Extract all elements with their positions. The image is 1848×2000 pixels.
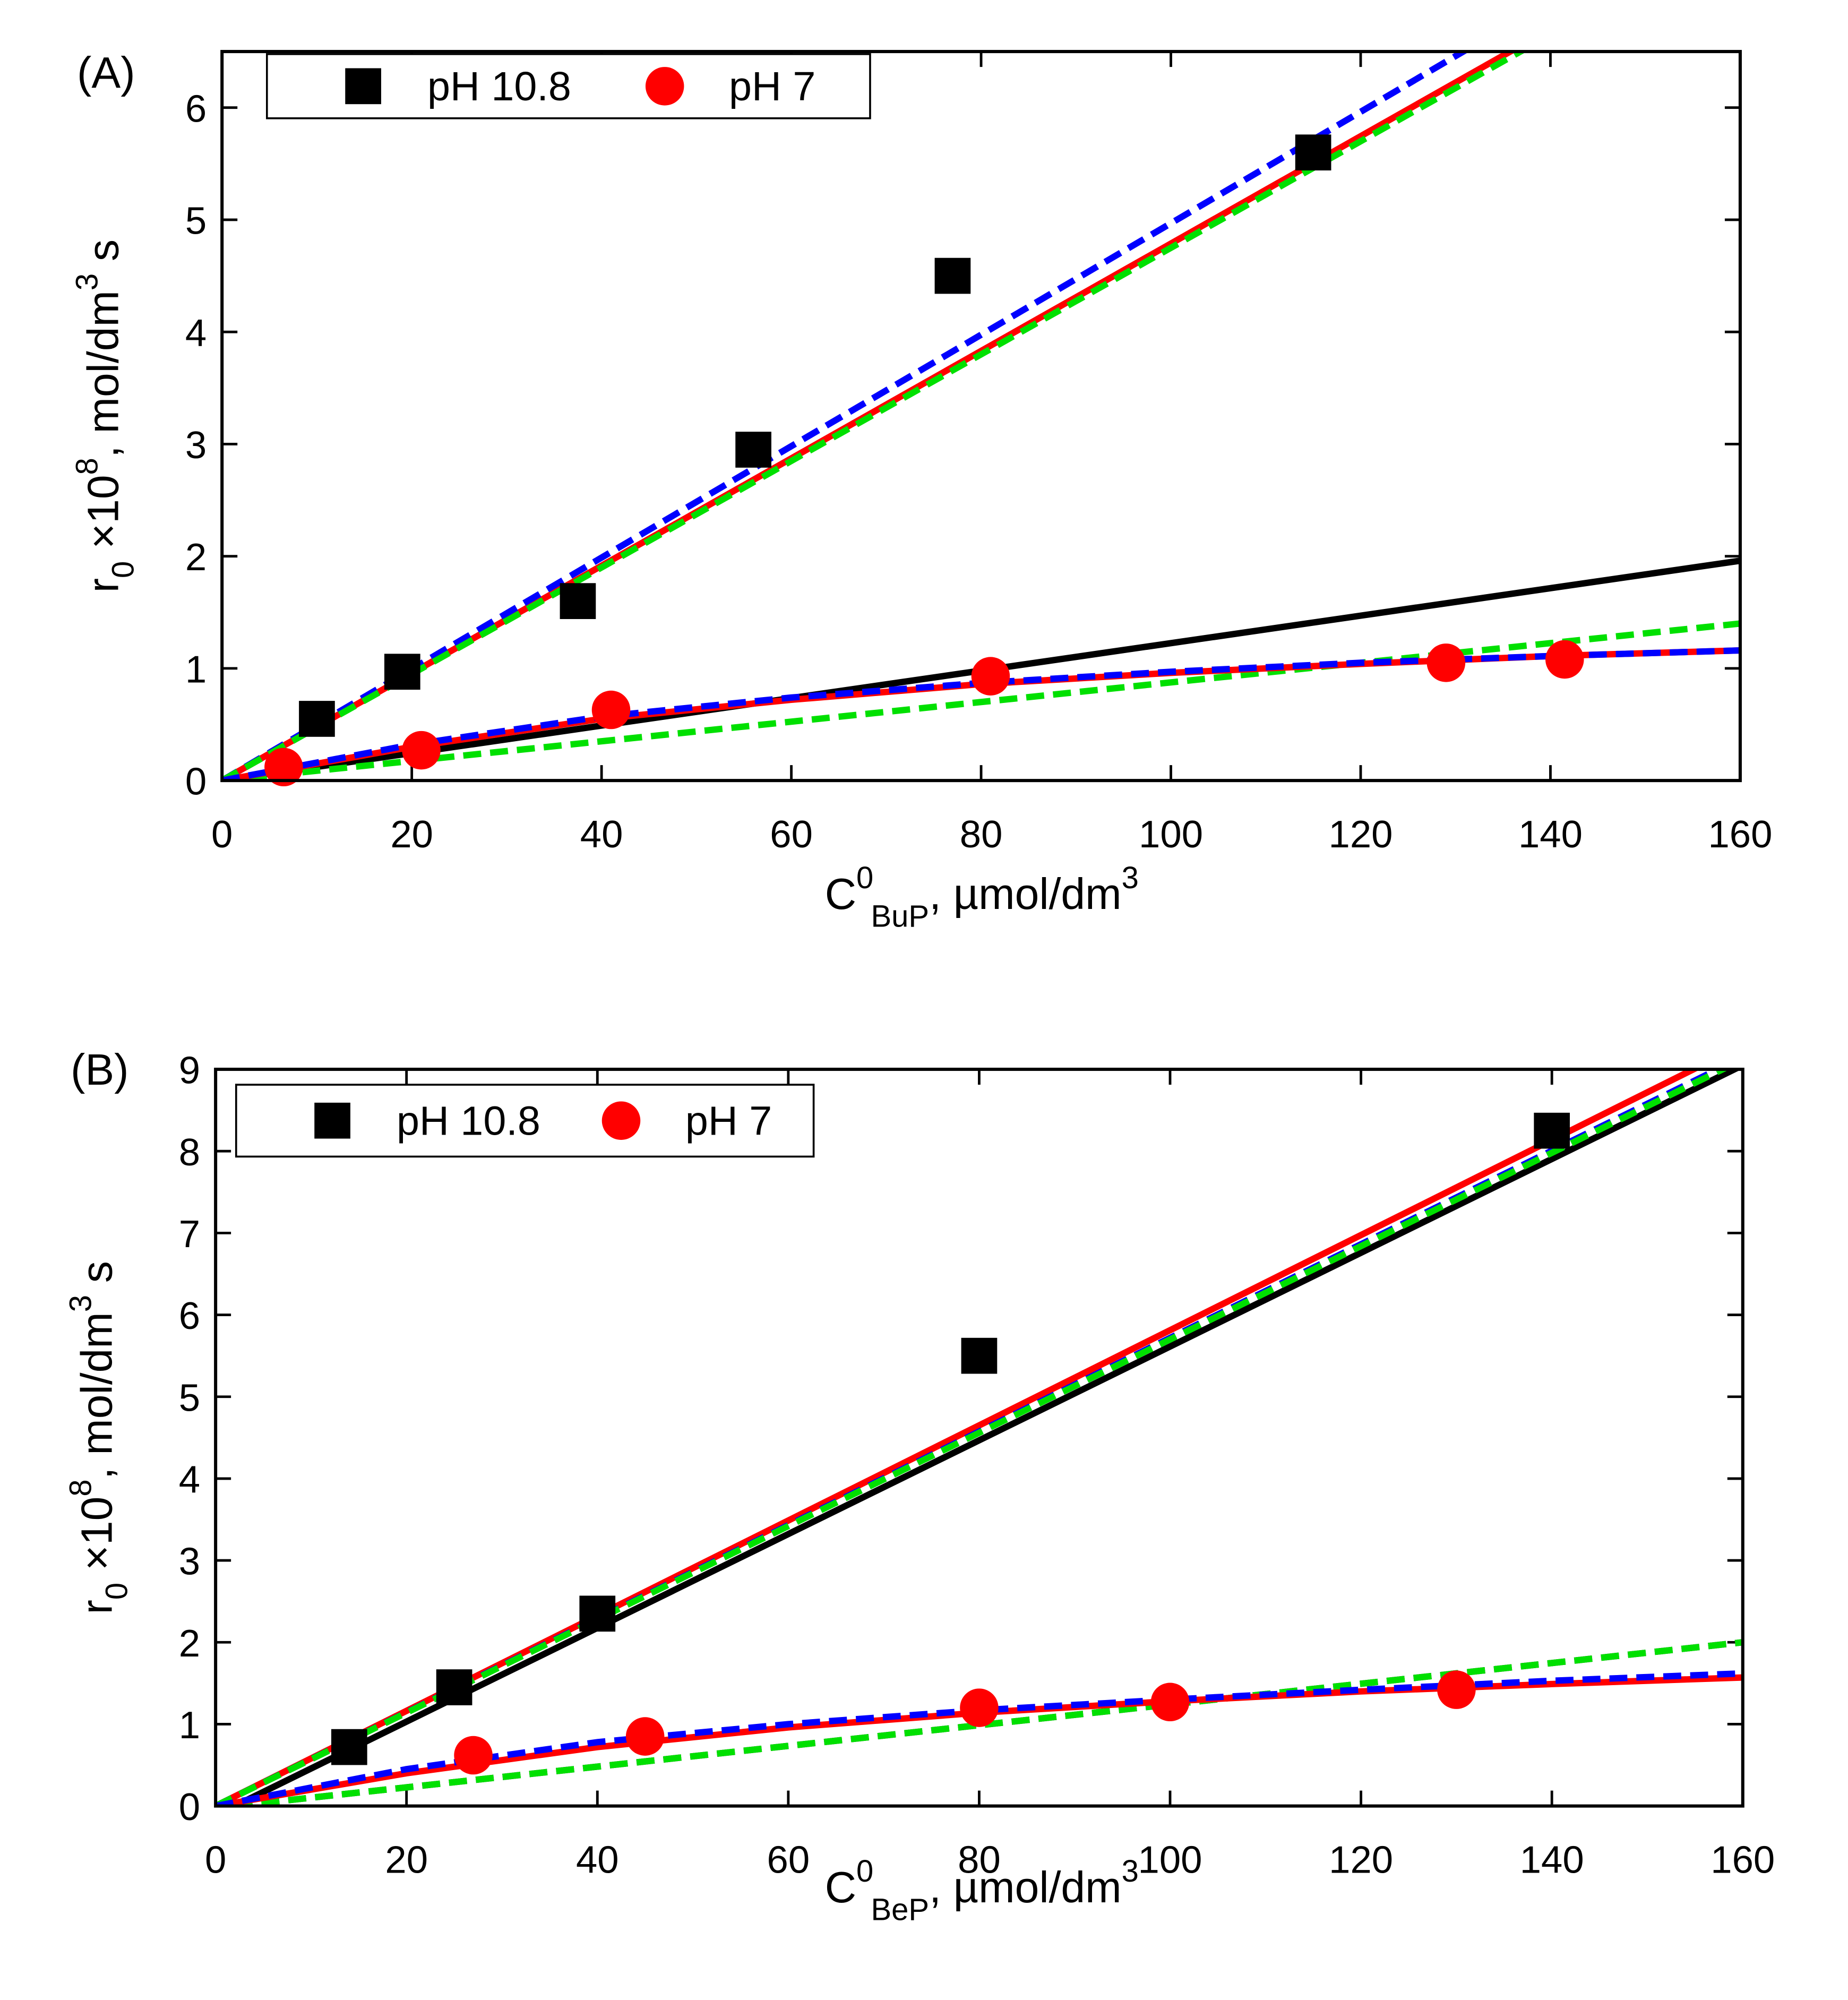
y-tick-label: 7 [179, 1213, 200, 1256]
fit-line [233, 1069, 1742, 1806]
data-point [934, 257, 971, 294]
y-tick-label: 0 [179, 1786, 200, 1829]
x-tick-label: 80 [960, 813, 1003, 856]
plot-frame [214, 1068, 1744, 1808]
x-tick-label: 160 [1708, 813, 1772, 856]
data-point [960, 1688, 999, 1727]
y-tick-label: 0 [185, 760, 207, 803]
y-axis-label: r0 ×108, mol/dm3 s [70, 239, 141, 593]
y-tick-label: 6 [185, 87, 207, 130]
legend-label: pH 10.8 [397, 1098, 540, 1144]
x-tick-label: 0 [211, 813, 233, 856]
x-tick-label: 100 [1139, 813, 1203, 856]
data-point [1437, 1670, 1476, 1709]
x-tick-label: 0 [205, 1838, 226, 1881]
fit-line [222, 51, 1470, 781]
x-tick-label: 80 [958, 1838, 1001, 1881]
y-axis-label: r0 ×108, mol/dm3 s [64, 1261, 134, 1614]
legend-marker [345, 68, 381, 105]
plot-frame [220, 50, 1742, 783]
x-tick-label: 60 [767, 1838, 810, 1881]
data-point [625, 1717, 665, 1756]
data-point [402, 731, 441, 770]
data-point [1295, 134, 1331, 171]
data-point [560, 583, 596, 619]
legend-label: pH 7 [685, 1098, 772, 1144]
data-point [264, 748, 303, 787]
x-tick-label: 140 [1520, 1838, 1584, 1881]
y-tick-label: 5 [185, 200, 207, 243]
x-tick-label: 120 [1329, 813, 1393, 856]
y-tick-label: 9 [179, 1049, 200, 1092]
x-tick-label: 60 [770, 813, 813, 856]
data-point [384, 654, 420, 690]
data-point [436, 1669, 472, 1705]
y-tick-label: 8 [179, 1131, 200, 1174]
data-point [331, 1729, 367, 1765]
data-point [735, 432, 771, 468]
data-point [1426, 643, 1466, 682]
legend-label: pH 7 [729, 64, 815, 109]
x-tick-label: 120 [1329, 1838, 1393, 1881]
x-tick-label: 40 [576, 1838, 619, 1881]
data-point [971, 657, 1010, 696]
y-tick-label: 4 [185, 312, 207, 355]
x-axis-label: C0 BeP, µmol/dm3 [825, 1854, 1139, 1927]
panel-label: (B) [71, 1046, 129, 1094]
x-axis-label: C0 BuP, µmol/dm3 [825, 861, 1139, 934]
data-point [1534, 1112, 1570, 1149]
y-tick-label: 1 [185, 648, 207, 691]
data-point [579, 1595, 616, 1632]
data-point [454, 1736, 493, 1775]
y-tick-label: 1 [179, 1704, 200, 1747]
fit-line [222, 51, 1527, 781]
y-tick-label: 5 [179, 1376, 200, 1419]
y-tick-label: 3 [179, 1540, 200, 1583]
y-tick-label: 3 [185, 424, 207, 467]
data-point [1150, 1683, 1190, 1722]
x-tick-label: 140 [1518, 813, 1583, 856]
panel-label: (A) [77, 49, 135, 97]
legend-label: pH 10.8 [427, 64, 571, 109]
data-point [591, 690, 631, 729]
x-tick-label: 160 [1711, 1838, 1775, 1881]
x-tick-label: 100 [1138, 1838, 1202, 1881]
y-tick-label: 2 [185, 536, 207, 579]
y-tick-label: 2 [179, 1622, 200, 1665]
fit-line [222, 620, 1740, 781]
x-tick-label: 20 [385, 1838, 428, 1881]
y-tick-label: 4 [179, 1458, 200, 1501]
y-tick-label: 6 [179, 1294, 200, 1337]
data-point [1545, 640, 1584, 679]
x-tick-label: 40 [580, 813, 623, 856]
legend-marker [314, 1102, 350, 1139]
legend-marker [601, 1101, 641, 1140]
x-tick-label: 20 [390, 813, 433, 856]
legend-marker [645, 67, 684, 106]
data-point [961, 1337, 998, 1374]
data-point [299, 701, 335, 737]
